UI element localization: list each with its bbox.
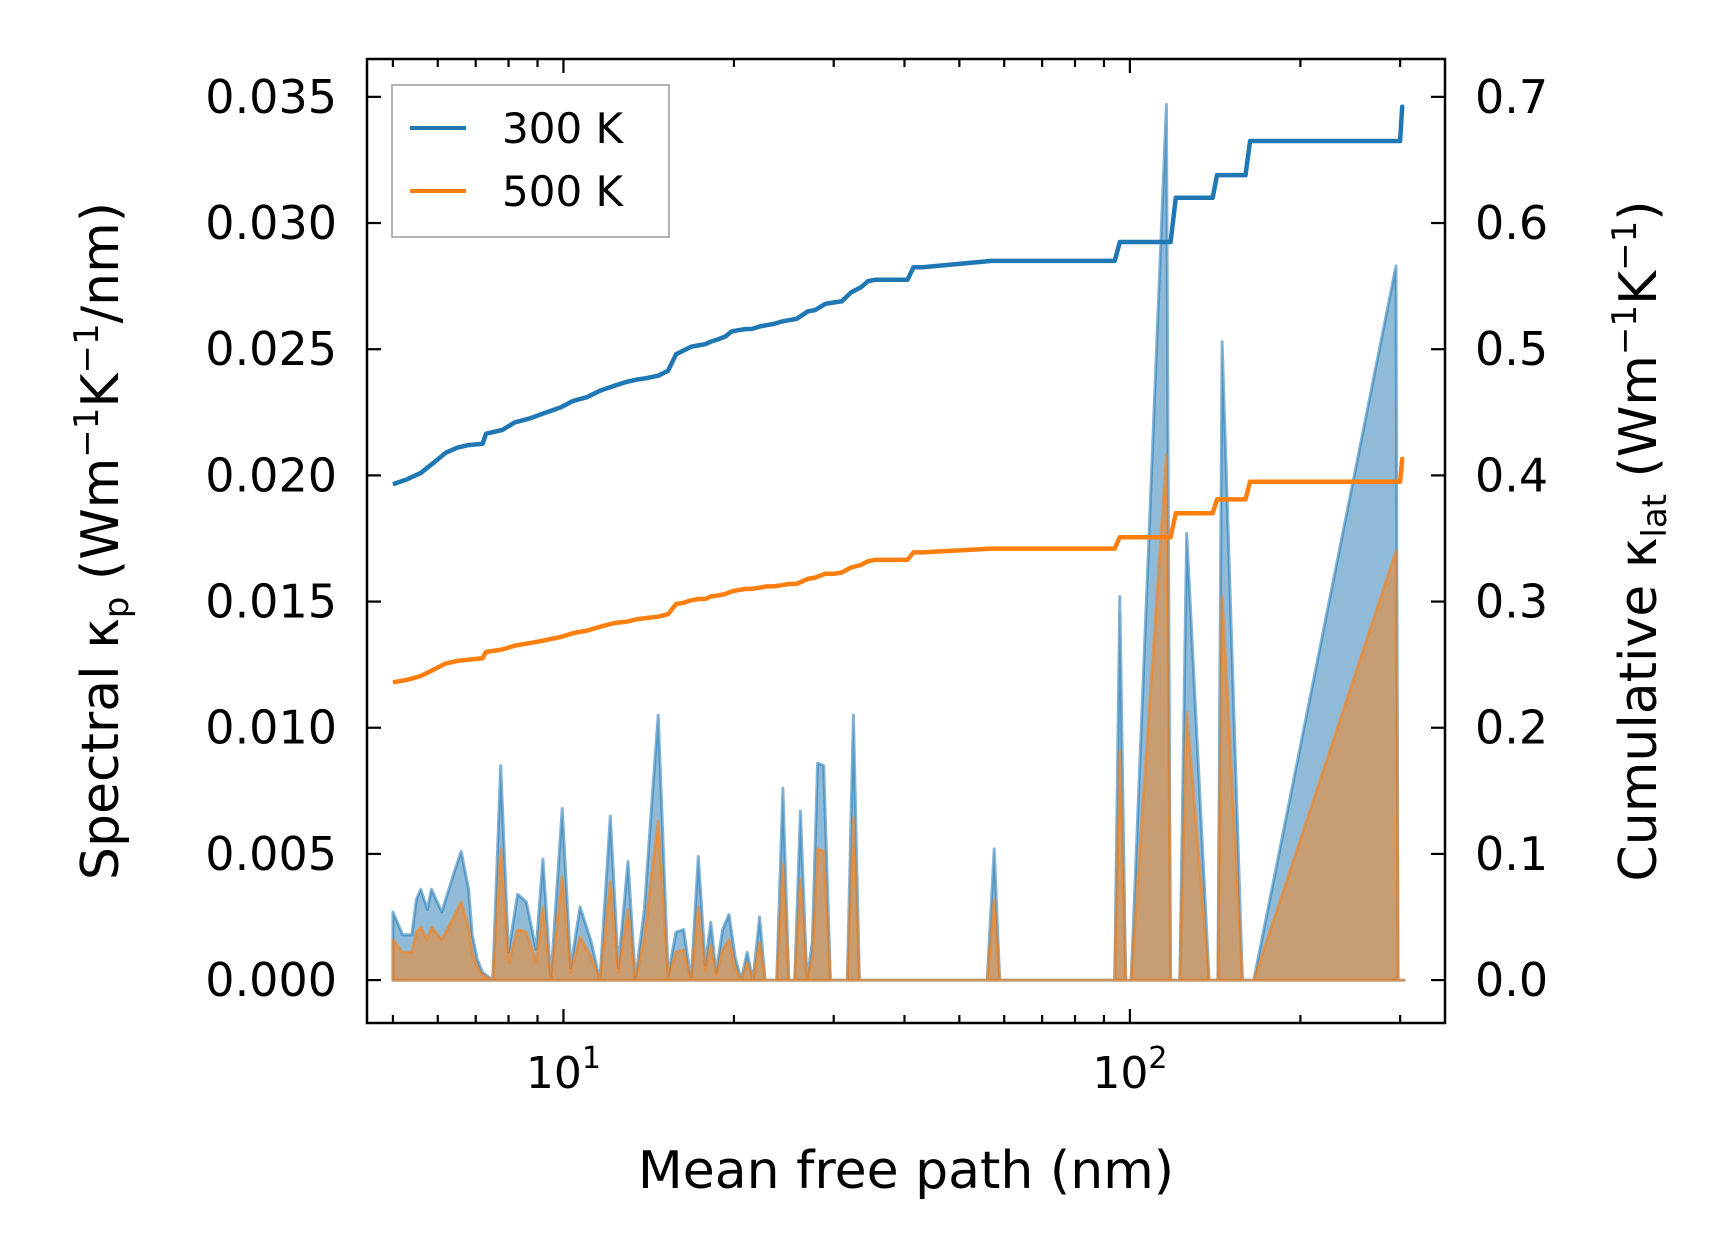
- y-right-tick-label: 0.7: [1475, 70, 1548, 124]
- x-tick-label-base: 10: [1092, 1048, 1148, 1099]
- y-right-tick-label: 0.6: [1475, 196, 1548, 250]
- legend-label-300k: 300 K: [502, 104, 625, 153]
- y-left-tick-label: 0.035: [205, 70, 337, 124]
- y-left-tick-label: 0.030: [205, 196, 337, 250]
- legend-box: [391, 84, 670, 238]
- cumulative-line-layer: [392, 104, 1405, 685]
- legend: 300 K 500 K: [391, 84, 670, 238]
- y-left-tick-label: 0.010: [205, 701, 337, 755]
- y-axis-label-right: Cumulative κlat (Wm−1K−1): [1605, 200, 1675, 881]
- y-left-tick-label: 0.000: [205, 953, 337, 1007]
- spectral-area-500k: [391, 453, 1406, 982]
- cumulative-line-500k: [392, 456, 1405, 685]
- plot-frame: [365, 57, 1447, 1025]
- y-left-tick-label: 0.020: [205, 448, 337, 502]
- x-axis-label: Mean free path (nm): [638, 1141, 1174, 1201]
- x-tick-label-base: 10: [526, 1048, 582, 1099]
- y-right-tick-label: 0.1: [1475, 827, 1548, 881]
- legend-label-500k: 500 K: [502, 167, 625, 216]
- legend-entry-300k: 300 K: [410, 104, 625, 153]
- y-ticks-left: 0.000 0.005 0.010 0.015 0.020 0.025 0.030 0.035: [205, 70, 381, 1007]
- y-right-tick-label: 0.3: [1475, 575, 1548, 629]
- cumulative-line-300k: [392, 104, 1405, 487]
- y-axis-label-left: Spectral κp (Wm−1K−1/nm): [67, 202, 137, 880]
- y-left-tick-label: 0.025: [205, 322, 337, 376]
- y-ticks-right: 0.0 0.1 0.2 0.3 0.4 0.5 0.6 0.7: [1431, 70, 1548, 1007]
- y-left-tick-label: 0.015: [205, 575, 337, 629]
- x-tick-label: 102: [1092, 1041, 1167, 1099]
- x-tick-label-exponent: 2: [1148, 1041, 1167, 1076]
- y-right-tick-label: 0.4: [1475, 448, 1548, 502]
- x-tick-label-exponent: 1: [582, 1041, 601, 1076]
- x-ticks: 101 102: [391, 59, 1402, 1099]
- y-left-tick-label: 0.005: [205, 827, 337, 881]
- legend-entry-500k: 500 K: [410, 167, 625, 216]
- y-right-tick-label: 0.5: [1475, 322, 1548, 376]
- y-right-tick-label: 0.0: [1475, 953, 1548, 1007]
- y-right-tick-label: 0.2: [1475, 701, 1548, 755]
- spectral-fill-layer: [391, 102, 1406, 982]
- x-tick-label: 101: [526, 1041, 601, 1099]
- plot-area: [391, 102, 1406, 982]
